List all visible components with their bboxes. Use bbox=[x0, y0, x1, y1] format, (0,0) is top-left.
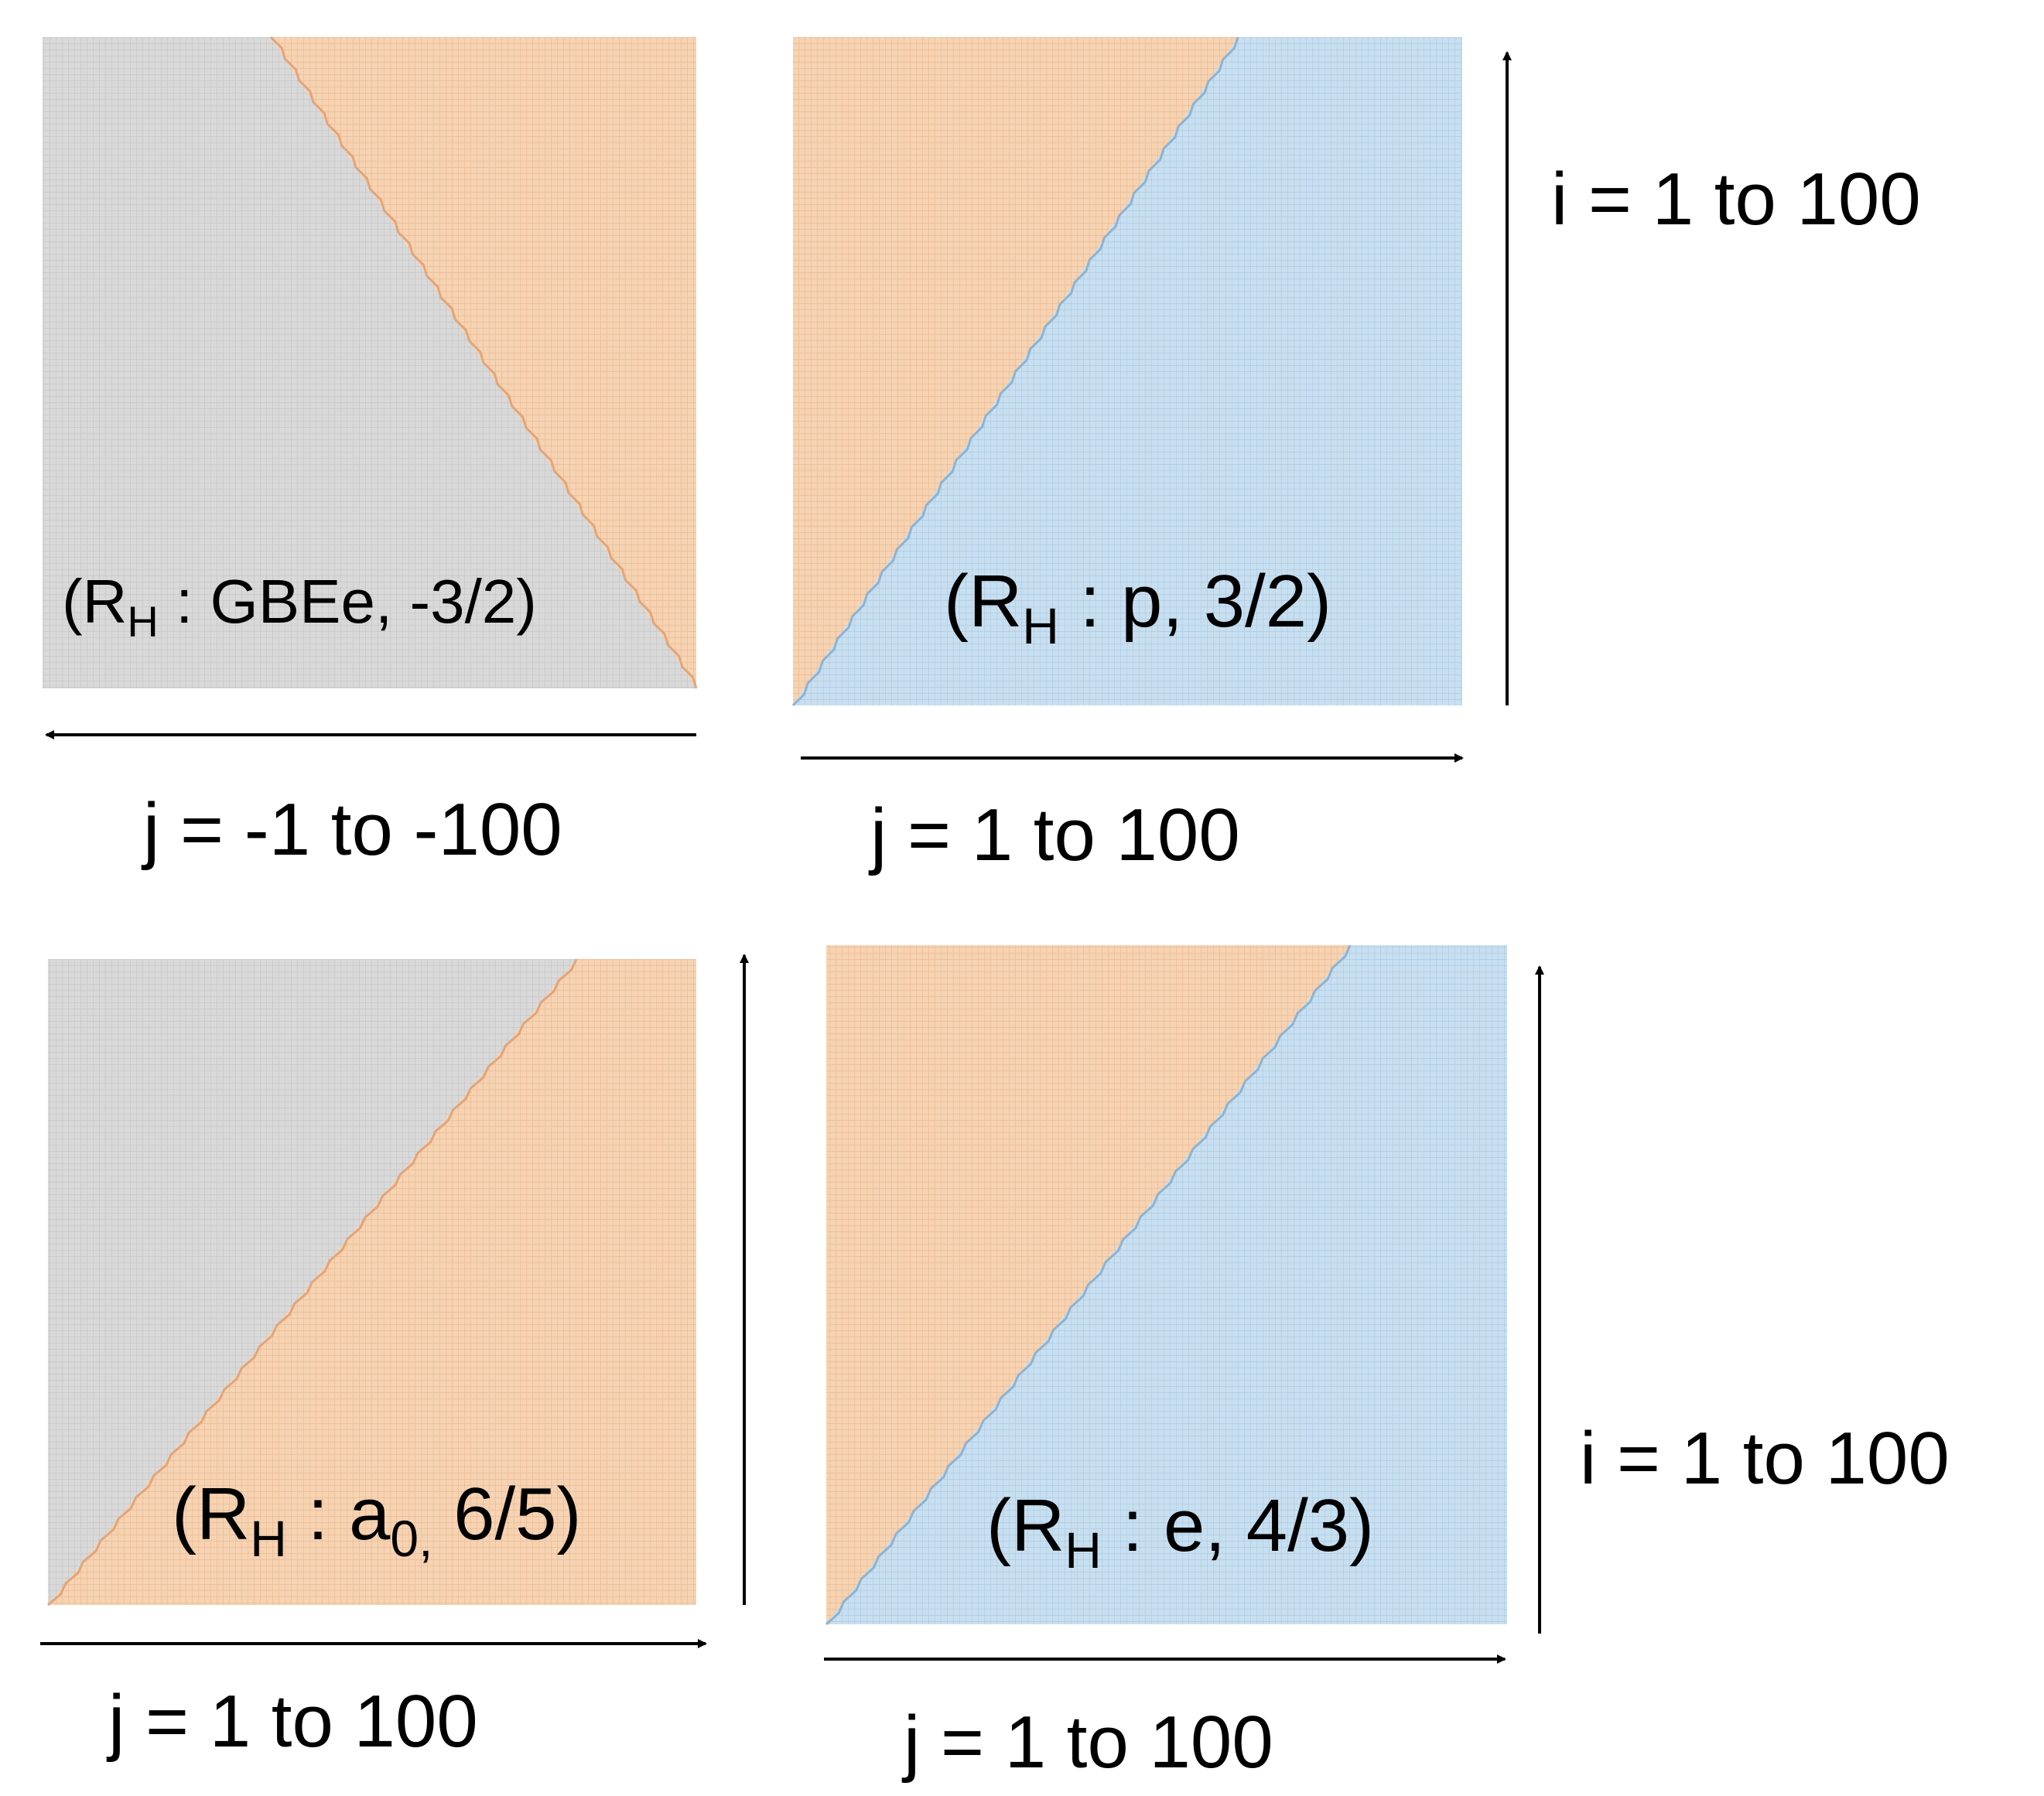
panel-bottom-left: (RH : a0, 6/5) bbox=[47, 958, 696, 1606]
panel-label: (RH : a0, 6/5) bbox=[172, 1473, 582, 1567]
region-blue bbox=[793, 37, 1462, 705]
panel-top-right: (RH : p, 3/2) bbox=[791, 36, 1462, 707]
jagged-boundary bbox=[825, 944, 1352, 1626]
panel-label: (RH : e, 4/3) bbox=[986, 1484, 1374, 1579]
region-grey bbox=[43, 37, 696, 688]
j-range-label: j = 1 to 100 bbox=[106, 1680, 478, 1763]
region-blue bbox=[826, 945, 1507, 1624]
j-range-label: j = 1 to 100 bbox=[868, 794, 1240, 876]
panel-label: (RH : GBEe, -3/2) bbox=[62, 567, 537, 646]
panel-top-left: (RH : GBEe, -3/2) bbox=[43, 36, 698, 689]
panel-label: (RH : p, 3/2) bbox=[944, 560, 1331, 654]
i-range-label: i = 1 to 100 bbox=[1551, 158, 1921, 241]
jagged-boundary bbox=[791, 36, 1239, 707]
j-range-label: j = -1 to -100 bbox=[141, 788, 562, 871]
i-range-label: i = 1 to 100 bbox=[1580, 1417, 1950, 1500]
region-orange bbox=[48, 959, 696, 1605]
jagged-boundary bbox=[269, 36, 698, 689]
jagged-boundary bbox=[47, 958, 578, 1606]
panel-bottom-right: (RH : e, 4/3) bbox=[825, 944, 1507, 1626]
j-range-label: j = 1 to 100 bbox=[901, 1701, 1273, 1784]
